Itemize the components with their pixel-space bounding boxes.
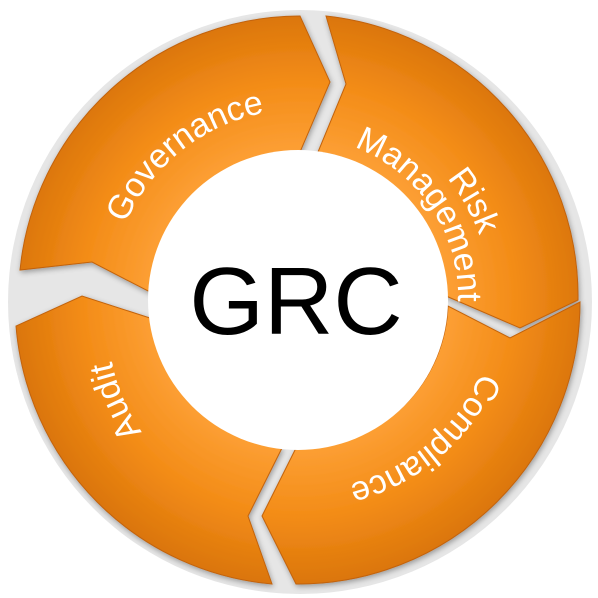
center-label: GRC bbox=[189, 248, 402, 355]
center-circle bbox=[148, 150, 448, 450]
